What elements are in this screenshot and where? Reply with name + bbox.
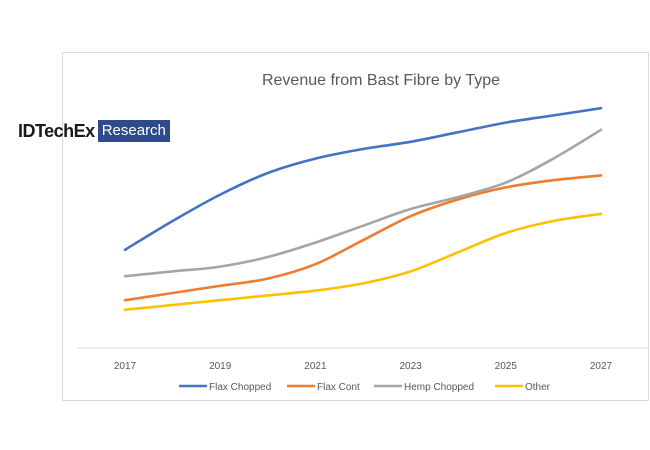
legend-item-flax-cont: Flax Cont xyxy=(287,382,360,393)
legend-label: Flax Chopped xyxy=(209,382,271,393)
x-tick-label: 2025 xyxy=(495,361,518,372)
x-tick-label: 2019 xyxy=(209,361,232,372)
chart-frame: Revenue from Bast Fibre by Type 2017 2019… xyxy=(62,52,649,401)
series-line-flax-cont xyxy=(123,174,603,302)
legend-label: Hemp Chopped xyxy=(404,382,474,393)
series-layer xyxy=(123,106,603,312)
chart-title: Revenue from Bast Fibre by Type xyxy=(262,72,500,89)
x-tick-label: 2023 xyxy=(399,361,422,372)
x-tick-labels: 2017 2019 2021 2023 2025 2027 xyxy=(114,361,613,372)
x-tick-label: 2027 xyxy=(590,361,613,372)
logo-brand: IDTechEx xyxy=(18,121,95,141)
legend-item-flax-chopped: Flax Chopped xyxy=(179,382,271,393)
line-chart: Revenue from Bast Fibre by Type 2017 2019… xyxy=(77,72,649,393)
series-line-hemp-chopped xyxy=(123,128,603,278)
legend-label: Other xyxy=(525,382,551,393)
legend: Flax Chopped Flax Cont Hemp Chopped Other xyxy=(179,382,551,393)
series-line-flax-chopped xyxy=(123,106,603,252)
legend-item-other: Other xyxy=(495,382,551,393)
legend-item-hemp-chopped: Hemp Chopped xyxy=(374,382,474,393)
legend-label: Flax Cont xyxy=(317,382,360,393)
x-tick-label: 2021 xyxy=(304,361,327,372)
x-tick-label: 2017 xyxy=(114,361,137,372)
series-line-other xyxy=(123,212,603,312)
idtechex-logo: IDTechEx Research xyxy=(18,120,170,142)
logo-tag: Research xyxy=(97,120,170,142)
